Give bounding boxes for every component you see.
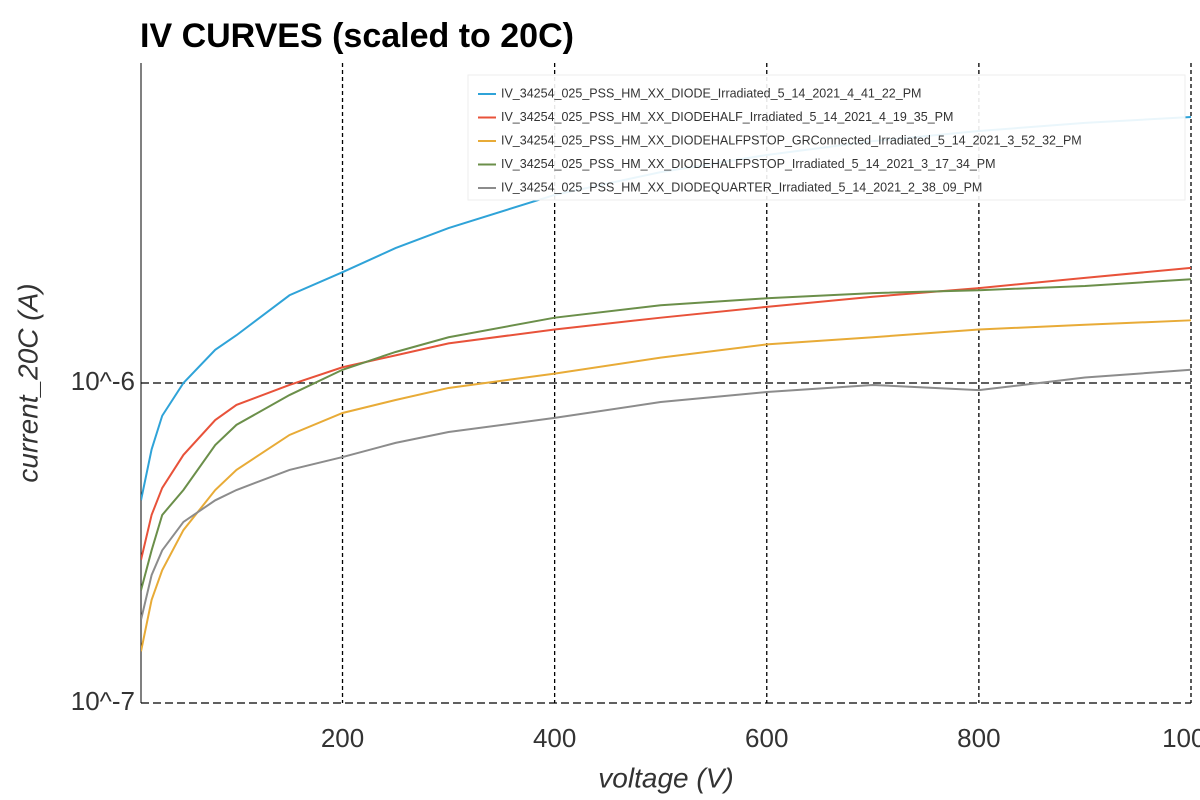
legend-label: IV_34254_025_PSS_HM_XX_DIODEHALF_Irradia… xyxy=(501,110,953,124)
legend-label: IV_34254_025_PSS_HM_XX_DIODEHALFPSTOP_GR… xyxy=(501,133,1082,147)
series-line xyxy=(141,319,1192,652)
x-tick-label: 800 xyxy=(957,723,1000,753)
series-line xyxy=(141,266,1192,561)
y-tick-label: 10^-7 xyxy=(71,686,135,716)
x-tick-label: 600 xyxy=(745,723,788,753)
chart-title: IV CURVES (scaled to 20C) xyxy=(140,17,574,55)
series-line xyxy=(141,278,1192,591)
series-line xyxy=(141,368,1192,621)
x-tick-label: 1000 xyxy=(1162,723,1200,753)
legend-label: IV_34254_025_PSS_HM_XX_DIODE_Irradiated_… xyxy=(501,86,921,100)
y-tick-label: 10^-6 xyxy=(71,366,135,396)
legend-box xyxy=(467,74,1186,201)
legend-label: IV_34254_025_PSS_HM_XX_DIODEQUARTER_Irra… xyxy=(501,180,982,194)
x-tick-label: 400 xyxy=(533,723,576,753)
legend-label: IV_34254_025_PSS_HM_XX_DIODEHALFPSTOP_Ir… xyxy=(501,157,996,171)
x-axis-label: voltage (V) xyxy=(598,762,733,793)
x-tick-label: 200 xyxy=(321,723,364,753)
y-axis-label: current_20C (A) xyxy=(12,283,43,482)
